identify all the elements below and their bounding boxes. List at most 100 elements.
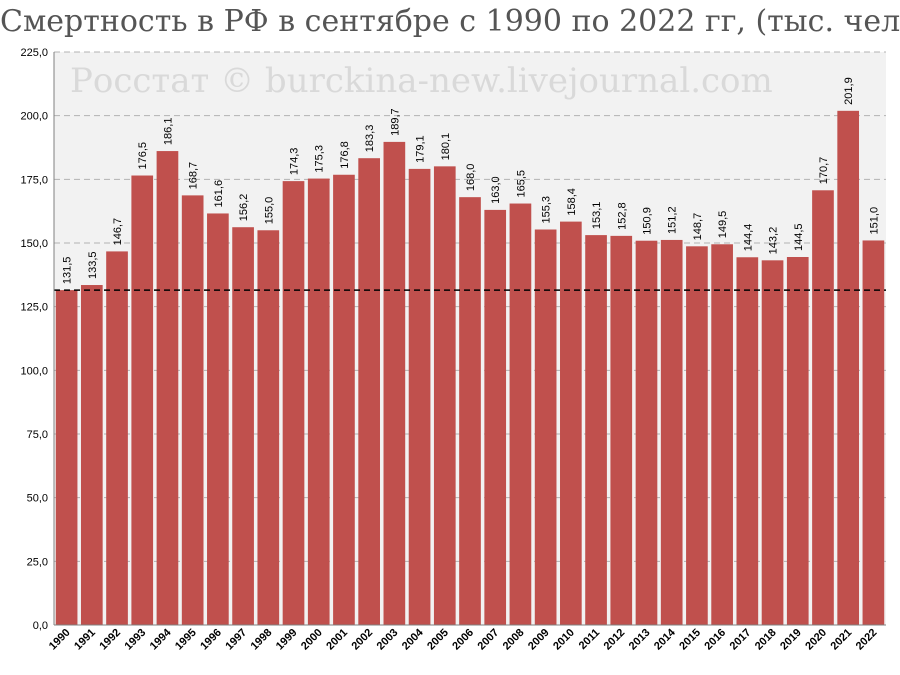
bar [509, 203, 532, 625]
x-tick-label: 1996 [198, 627, 224, 653]
x-tick-label: 2004 [400, 626, 426, 652]
data-label: 170,7 [818, 157, 830, 185]
data-label: 201,9 [843, 77, 855, 105]
x-tick-label: 1991 [72, 627, 98, 653]
data-label: 183,3 [364, 125, 376, 153]
x-tick-label: 1993 [123, 627, 149, 653]
bar [660, 239, 683, 625]
data-label: 155,0 [263, 197, 275, 225]
x-tick-label: 2016 [702, 627, 728, 653]
x-tick-label: 2019 [778, 627, 804, 653]
x-tick-label: 1990 [47, 627, 73, 653]
data-label: 144,5 [793, 223, 805, 251]
x-axis: 1990 1991 1992 1993 1994 1995 1996 1997 1998 1999… [47, 626, 880, 652]
y-tick-label: 125,0 [20, 302, 48, 314]
data-label: 155,3 [541, 196, 553, 224]
x-tick-label: 2001 [324, 627, 350, 653]
bar [635, 240, 658, 625]
x-tick-label: 2000 [299, 627, 325, 653]
y-tick-label: 175,0 [20, 174, 48, 186]
bar [307, 178, 330, 625]
x-tick-label: 2007 [476, 627, 502, 653]
data-label: 156,2 [238, 194, 250, 222]
x-tick-label: 2015 [677, 627, 703, 653]
x-tick-label: 2008 [501, 627, 527, 653]
bar [862, 240, 885, 625]
data-label: 186,1 [162, 118, 174, 146]
data-label: 152,8 [616, 202, 628, 230]
data-label: 131,5 [62, 257, 74, 285]
x-tick-label: 2010 [551, 627, 577, 653]
bar [232, 227, 254, 625]
bar [610, 235, 633, 626]
x-tick-label: 2003 [375, 627, 401, 653]
data-label: 151,2 [667, 206, 679, 234]
bar [534, 229, 557, 625]
data-label: 165,5 [515, 170, 527, 198]
data-label: 174,3 [289, 148, 301, 176]
y-tick-label: 25,0 [27, 556, 48, 568]
x-tick-label: 2009 [526, 627, 552, 653]
bar [358, 158, 380, 626]
data-label: 153,1 [591, 202, 603, 230]
bar [560, 221, 582, 625]
bar [257, 230, 280, 625]
x-tick-label: 1995 [173, 627, 199, 653]
x-tick-label: 1997 [223, 627, 249, 653]
x-tick-label: 2021 [829, 627, 855, 653]
x-tick-label: 2012 [602, 627, 628, 653]
bar [80, 285, 103, 625]
x-tick-label: 1998 [249, 627, 275, 653]
bar [585, 235, 607, 625]
data-label: 163,0 [490, 176, 502, 204]
y-tick-label: 50,0 [27, 493, 48, 505]
bar [181, 195, 204, 626]
x-tick-label: 2002 [349, 627, 375, 653]
x-tick-label: 2011 [577, 627, 602, 652]
data-label: 175,3 [314, 145, 326, 173]
data-label: 179,1 [415, 135, 427, 163]
data-label: 143,2 [768, 227, 780, 255]
watermark: Росстат © burckina-new.livejournal.com [70, 61, 773, 101]
data-label: 149,5 [717, 211, 729, 239]
data-label: 146,7 [112, 218, 124, 246]
data-label: 133,5 [87, 251, 99, 279]
x-tick-label: 1992 [97, 627, 123, 653]
bar [156, 151, 179, 625]
x-tick-label: 2014 [652, 626, 678, 652]
bar [736, 257, 759, 625]
bar [106, 251, 128, 626]
bar [408, 168, 431, 625]
data-label: 189,7 [389, 108, 401, 136]
x-tick-label: 2013 [627, 627, 653, 653]
bar [207, 213, 229, 625]
bar [433, 166, 456, 625]
data-label: 150,9 [641, 207, 653, 235]
bar [55, 290, 78, 625]
y-tick-label: 75,0 [27, 429, 48, 441]
y-axis: 0,0 25,0 50,0 75,0 100,0 125,0 150,0 175,0 200,0… [20, 47, 886, 632]
bar [282, 181, 305, 625]
bar [484, 209, 507, 626]
bar [711, 244, 733, 626]
data-label: 151,0 [868, 207, 880, 235]
x-tick-label: 2020 [803, 627, 829, 653]
bar [459, 197, 481, 625]
x-tick-label: 2022 [854, 627, 880, 653]
x-tick-label: 2018 [753, 627, 779, 653]
x-tick-label: 2017 [728, 627, 754, 653]
x-tick-label: 2005 [425, 627, 451, 653]
y-tick-label: 100,0 [20, 365, 48, 377]
data-label: 144,4 [742, 224, 754, 252]
y-tick-label: 0,0 [33, 620, 48, 632]
data-label: 168,0 [465, 164, 477, 192]
bar [686, 246, 708, 625]
bar [812, 190, 834, 625]
data-label: 176,5 [137, 142, 149, 170]
x-tick-label: 2006 [450, 627, 476, 653]
data-label: 158,4 [566, 188, 578, 216]
bar [786, 257, 809, 625]
bar [383, 141, 406, 625]
data-label: 176,8 [339, 141, 351, 169]
